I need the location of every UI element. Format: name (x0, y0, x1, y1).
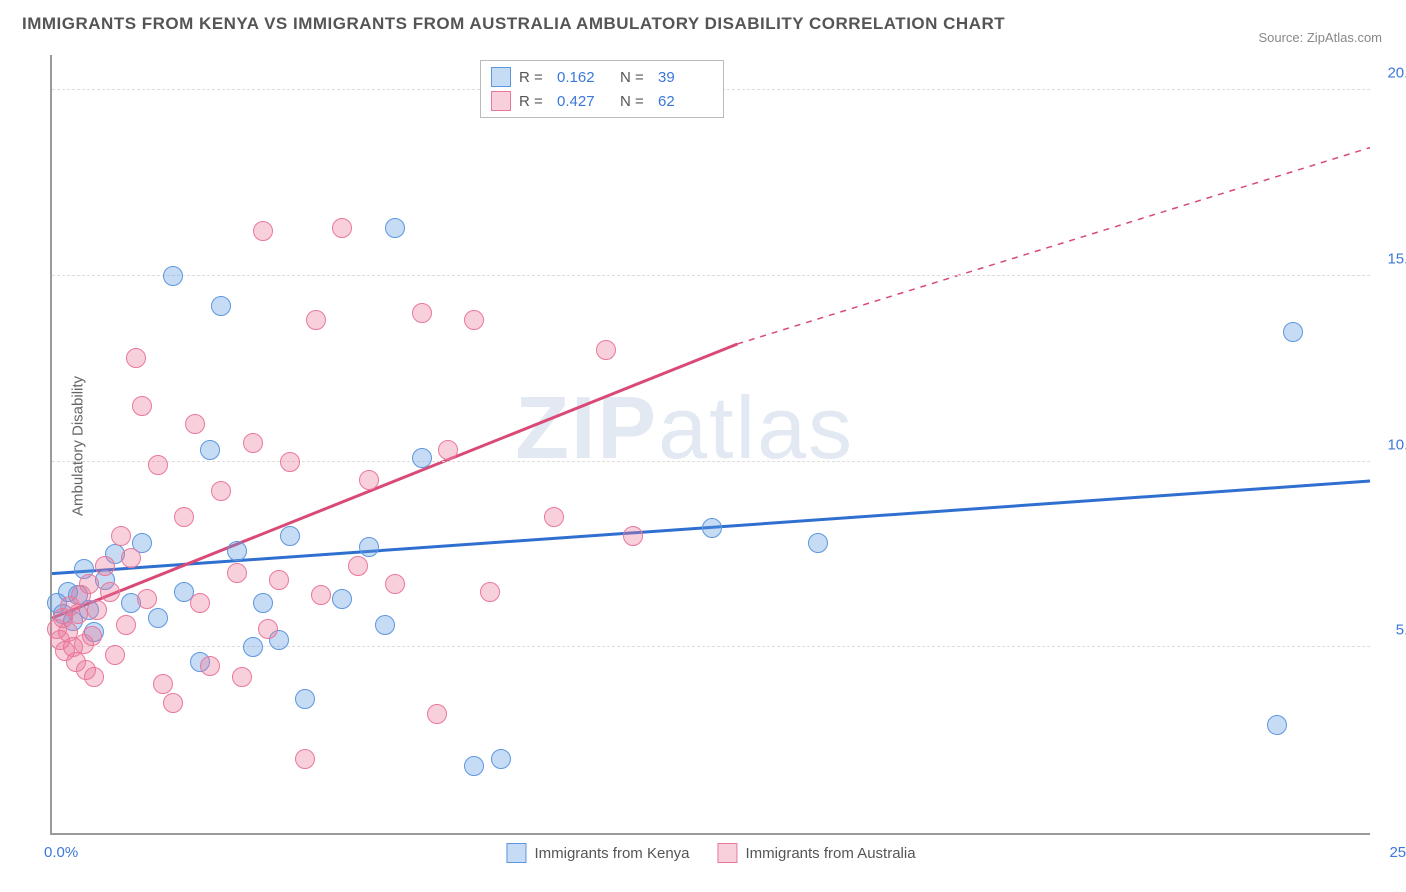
grid-line (52, 275, 1370, 276)
scatter-point (1267, 715, 1287, 735)
scatter-point (544, 507, 564, 527)
scatter-point (253, 593, 273, 613)
trend-line-dash (737, 148, 1370, 344)
scatter-point (227, 563, 247, 583)
scatter-point (163, 266, 183, 286)
legend-item: Immigrants from Kenya (506, 843, 689, 863)
scatter-point (385, 574, 405, 594)
r-label: R = (519, 93, 549, 110)
scatter-point (116, 615, 136, 635)
scatter-point (280, 526, 300, 546)
scatter-point (243, 637, 263, 657)
scatter-point (464, 756, 484, 776)
chart-title: IMMIGRANTS FROM KENYA VS IMMIGRANTS FROM… (22, 14, 1005, 34)
scatter-point (438, 440, 458, 460)
scatter-point (211, 296, 231, 316)
series-name: Immigrants from Kenya (534, 845, 689, 862)
scatter-point (808, 533, 828, 553)
scatter-point (385, 218, 405, 238)
scatter-point (148, 608, 168, 628)
r-label: R = (519, 69, 549, 86)
scatter-point (311, 585, 331, 605)
scatter-point (332, 589, 352, 609)
x-tick-label: 0.0% (44, 844, 78, 861)
y-tick-label: 5.0% (1396, 622, 1406, 639)
scatter-point (185, 414, 205, 434)
scatter-point (480, 582, 500, 602)
scatter-point (68, 604, 88, 624)
y-tick-label: 10.0% (1387, 436, 1406, 453)
scatter-point (269, 570, 289, 590)
legend-bottom: Immigrants from Kenya Immigrants from Aus… (506, 843, 915, 863)
scatter-point (258, 619, 278, 639)
scatter-point (163, 693, 183, 713)
scatter-point (596, 340, 616, 360)
legend-swatch (491, 67, 511, 87)
r-value: 0.162 (557, 69, 612, 86)
n-value: 39 (658, 69, 713, 86)
n-label: N = (620, 93, 650, 110)
n-value: 62 (658, 93, 713, 110)
plot-area: ZIPatlas Immigrants from KenyaImmigrants… (50, 55, 1370, 835)
scatter-point (306, 310, 326, 330)
scatter-point (348, 556, 368, 576)
scatter-point (111, 526, 131, 546)
r-value: 0.427 (557, 93, 612, 110)
scatter-point (623, 526, 643, 546)
scatter-point (84, 667, 104, 687)
legend-swatch (506, 843, 526, 863)
scatter-point (427, 704, 447, 724)
source-label: Source: ZipAtlas.com (1258, 30, 1382, 45)
scatter-point (253, 221, 273, 241)
scatter-point (137, 589, 157, 609)
scatter-point (295, 689, 315, 709)
scatter-point (412, 448, 432, 468)
scatter-point (200, 656, 220, 676)
scatter-point (702, 518, 722, 538)
scatter-point (412, 303, 432, 323)
scatter-point (174, 507, 194, 527)
n-label: N = (620, 69, 650, 86)
x-tick-label: 25.0% (1389, 844, 1406, 861)
legend-swatch (718, 843, 738, 863)
legend-top: R = 0.162 N = 39 R = 0.427 N = 62 (480, 60, 724, 118)
scatter-point (332, 218, 352, 238)
scatter-point (87, 600, 107, 620)
legend-swatch (491, 91, 511, 111)
legend-row: R = 0.427 N = 62 (491, 89, 713, 113)
scatter-point (491, 749, 511, 769)
scatter-point (243, 433, 263, 453)
series-name: Immigrants from Australia (746, 845, 916, 862)
scatter-point (464, 310, 484, 330)
y-tick-label: 15.0% (1387, 250, 1406, 267)
scatter-point (232, 667, 252, 687)
scatter-point (359, 470, 379, 490)
scatter-point (100, 582, 120, 602)
scatter-point (153, 674, 173, 694)
y-tick-label: 20.0% (1387, 65, 1406, 82)
grid-line (52, 461, 1370, 462)
scatter-point (105, 645, 125, 665)
scatter-point (211, 481, 231, 501)
scatter-point (359, 537, 379, 557)
scatter-point (79, 574, 99, 594)
scatter-point (82, 626, 102, 646)
legend-row: R = 0.162 N = 39 (491, 65, 713, 89)
scatter-point (375, 615, 395, 635)
scatter-point (227, 541, 247, 561)
scatter-point (200, 440, 220, 460)
scatter-point (295, 749, 315, 769)
scatter-point (190, 593, 210, 613)
scatter-point (148, 455, 168, 475)
legend-item: Immigrants from Australia (718, 843, 916, 863)
scatter-point (126, 348, 146, 368)
scatter-point (132, 396, 152, 416)
scatter-point (1283, 322, 1303, 342)
scatter-point (121, 548, 141, 568)
scatter-point (280, 452, 300, 472)
scatter-point (95, 556, 115, 576)
